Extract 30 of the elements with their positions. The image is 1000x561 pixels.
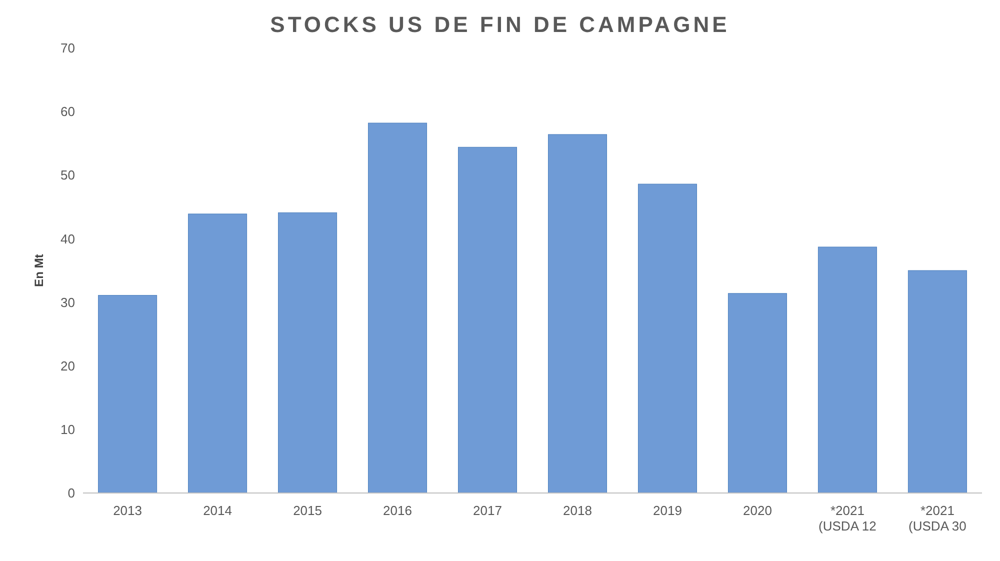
y-tick-label: 10 bbox=[60, 422, 75, 437]
bar bbox=[638, 184, 697, 494]
bar bbox=[98, 295, 158, 494]
y-tick-label: 30 bbox=[60, 294, 75, 310]
y-axis-title: En Mt bbox=[32, 254, 46, 287]
x-tick-label: 2013 bbox=[113, 503, 142, 518]
x-tick-label: 2020 bbox=[743, 503, 772, 518]
bar bbox=[188, 214, 248, 494]
y-tick-label: 60 bbox=[60, 104, 75, 120]
y-tick-label: 70 bbox=[60, 40, 75, 56]
bar bbox=[908, 270, 967, 494]
y-tick-label: 50 bbox=[60, 168, 75, 183]
x-tick-label: *2021 (USDA 12 bbox=[818, 503, 876, 534]
x-tick-label: 2019 bbox=[653, 503, 682, 518]
y-tick-label: 0 bbox=[68, 486, 75, 501]
y-tick-label: 20 bbox=[60, 358, 75, 374]
bar bbox=[278, 212, 338, 494]
bar bbox=[368, 122, 428, 494]
chart-title: STOCKS US DE FIN DE CAMPAGNE bbox=[270, 12, 730, 37]
bar bbox=[728, 293, 787, 494]
bar bbox=[548, 134, 607, 494]
x-tick-label: 2018 bbox=[563, 503, 592, 518]
bar bbox=[458, 146, 517, 494]
x-tick-label: 2015 bbox=[293, 503, 322, 518]
x-tick-label: 2016 bbox=[383, 503, 412, 518]
bar bbox=[818, 246, 877, 494]
x-tick-label: 2014 bbox=[203, 503, 232, 518]
x-tick-label: *2021 (USDA 30 bbox=[908, 503, 966, 534]
x-tick-label: 2017 bbox=[473, 503, 502, 518]
y-tick-label: 40 bbox=[60, 231, 75, 246]
